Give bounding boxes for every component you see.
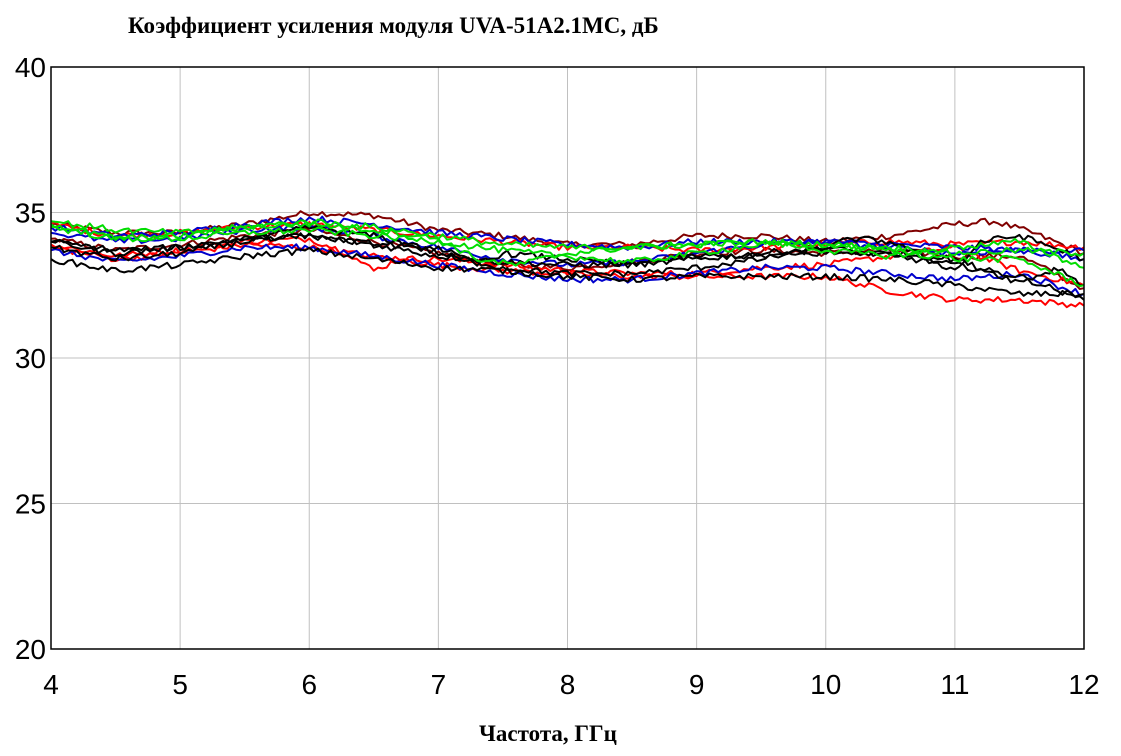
x-tick-label: 11 — [940, 669, 969, 700]
series-line-12 — [50, 232, 1085, 287]
series-group — [50, 210, 1085, 309]
series-line-10 — [50, 246, 1085, 298]
x-tick-label: 5 — [172, 669, 188, 700]
x-tick-label: 4 — [43, 669, 59, 700]
y-tick-label: 35 — [15, 198, 46, 229]
plot-frame — [50, 66, 1085, 650]
series-line-9 — [50, 232, 1085, 301]
series-line-13 — [50, 218, 1085, 257]
x-tick-label: 6 — [301, 669, 317, 700]
x-tick-label: 12 — [1068, 669, 1099, 700]
series-line-14 — [50, 220, 1085, 269]
y-tick-label: 25 — [15, 489, 46, 520]
chart-title: Коэффициент усиления модуля UVA-51A2.1MC… — [128, 13, 659, 38]
series-line-15 — [50, 225, 1085, 288]
x-axis-label: Частота, ГГц — [479, 721, 617, 746]
x-tick-labels: 4 5 6 7 8 9 10 11 12 — [43, 669, 1099, 700]
x-tick-label: 10 — [810, 669, 841, 700]
y-tick-label: 40 — [15, 52, 46, 83]
y-tick-label: 20 — [15, 634, 46, 665]
x-tick-label: 8 — [560, 669, 576, 700]
series-line-3 — [50, 221, 1085, 254]
x-tick-label: 7 — [431, 669, 447, 700]
y-tick-label: 30 — [15, 343, 46, 374]
series-line-7 — [50, 243, 1085, 297]
grid-lines — [50, 66, 1085, 650]
y-tick-labels: 20 25 30 35 40 — [15, 52, 46, 665]
x-tick-label: 9 — [689, 669, 705, 700]
